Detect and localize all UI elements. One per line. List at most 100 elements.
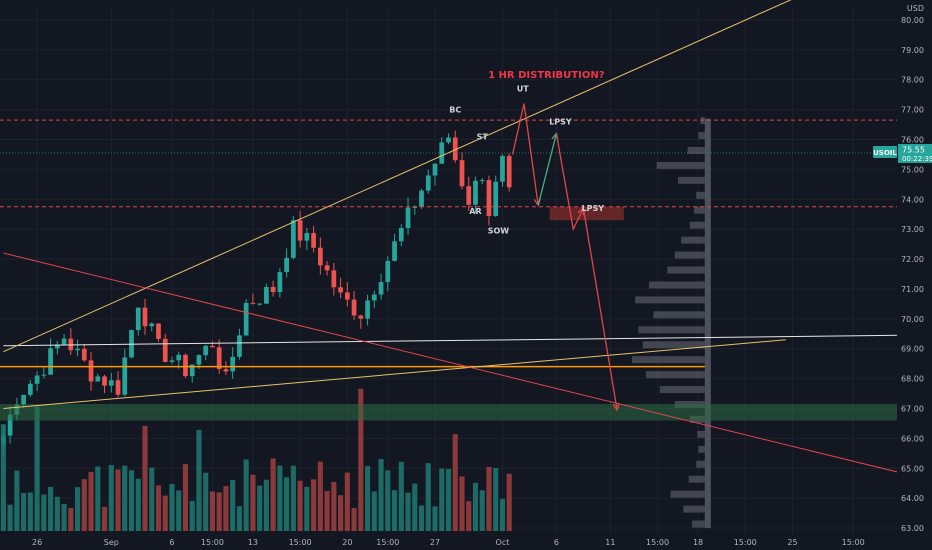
candle-body (88, 360, 94, 382)
supply-box (549, 206, 624, 221)
x-tick-label: 11 (605, 538, 615, 547)
x-tick-label: 25 (787, 538, 797, 547)
volume-profile-bin (696, 191, 705, 199)
price-axis-background (897, 0, 932, 550)
volume-bar (216, 492, 222, 531)
candle-body (338, 287, 343, 293)
volume-bar (135, 478, 141, 531)
candle-body (291, 220, 296, 258)
volume-bar (391, 490, 398, 531)
volume-bar (257, 485, 263, 531)
volume-bar (412, 483, 418, 531)
candle-body (176, 354, 182, 361)
candle-body (365, 300, 370, 319)
volume-bar (128, 470, 135, 531)
candle-body (284, 257, 289, 273)
last-price-tag (898, 143, 932, 163)
volume-bar (472, 482, 479, 531)
volume-bar (263, 479, 269, 531)
x-tick-label: 26 (32, 538, 42, 547)
candle-body (425, 175, 431, 191)
volume-bar (115, 469, 121, 531)
y-tick-label: 71.00 (901, 285, 924, 294)
candle-body (48, 348, 53, 375)
volume-bar (81, 479, 87, 531)
candle-body (371, 294, 377, 301)
candle-body (493, 181, 499, 217)
volume-bar (101, 506, 108, 531)
chart-title: 1 HR DISTRIBUTION? (488, 70, 605, 81)
annotation-label: LPSY (549, 118, 572, 127)
volume-bar (338, 495, 344, 531)
candle-body (452, 137, 458, 161)
candle-body (95, 376, 101, 382)
volume-bar (486, 466, 492, 531)
volume-profile-bin (698, 132, 705, 139)
volume-bar (74, 487, 81, 531)
volume-bar (88, 471, 94, 531)
candle-body (479, 180, 485, 182)
volume-bar (14, 470, 20, 531)
y-tick-label: 67.00 (901, 404, 924, 413)
candle-body (405, 207, 411, 229)
volume-bar (331, 481, 337, 531)
volume-profile-bin (670, 490, 705, 498)
volume-bar (297, 480, 303, 531)
volume-bar (270, 458, 276, 531)
candle-body (142, 307, 148, 327)
candle-body (270, 286, 276, 293)
candle-body (189, 364, 195, 377)
candle-body (108, 380, 114, 386)
volume-profile-bin (631, 356, 705, 364)
volume-profile-bin (656, 161, 705, 169)
volume-profile-bin (678, 176, 705, 184)
candle-body (378, 281, 384, 295)
volume-bar (209, 491, 216, 531)
y-tick-label: 72.00 (901, 255, 924, 264)
volume-profile-bin (696, 460, 705, 468)
candle-body (169, 360, 175, 362)
time-axis-background (0, 534, 932, 550)
volume-profile-bin (659, 386, 705, 394)
last-price-label: 75.55 (902, 145, 925, 154)
candle-body (331, 270, 337, 288)
y-tick-label: 63.00 (901, 524, 924, 533)
volume-profile-value-area (704, 118, 711, 529)
x-tick-label: 15:00 (646, 538, 669, 547)
candle-body (68, 338, 74, 351)
y-tick-label: 74.00 (901, 195, 924, 204)
volume-bar (398, 461, 404, 531)
candle-body (432, 163, 438, 176)
volume-profile-bin (697, 430, 705, 438)
volume-bar (34, 406, 40, 531)
candle-body (419, 190, 424, 207)
candle-body (41, 374, 47, 376)
y-tick-label: 65.00 (901, 464, 924, 473)
x-tick-label: 15:00 (842, 538, 865, 547)
volume-profile-bin (688, 475, 705, 483)
volume-bar (108, 464, 114, 531)
candle-body (34, 375, 40, 384)
candle-body (264, 286, 269, 304)
volume-profile-bin (691, 520, 705, 528)
candle-body (324, 265, 330, 271)
volume-bar (385, 470, 391, 531)
volume-bar (243, 459, 249, 531)
y-tick-label: 64.00 (901, 494, 924, 503)
volume-profile-bin (635, 296, 705, 304)
volume-bar (68, 508, 74, 531)
volume-bar (122, 465, 128, 531)
candle-body (311, 233, 316, 248)
y-tick-label: 73.00 (901, 225, 924, 234)
volume-profile-bin (689, 221, 705, 229)
candle-body (466, 186, 472, 205)
annotation-label: UT (517, 85, 529, 94)
candle-body (500, 155, 505, 182)
volume-bar (236, 506, 242, 531)
candle-body (75, 348, 80, 351)
volume-bar (149, 467, 155, 531)
volume-bar (371, 491, 377, 531)
x-tick-label: 20 (342, 538, 352, 547)
